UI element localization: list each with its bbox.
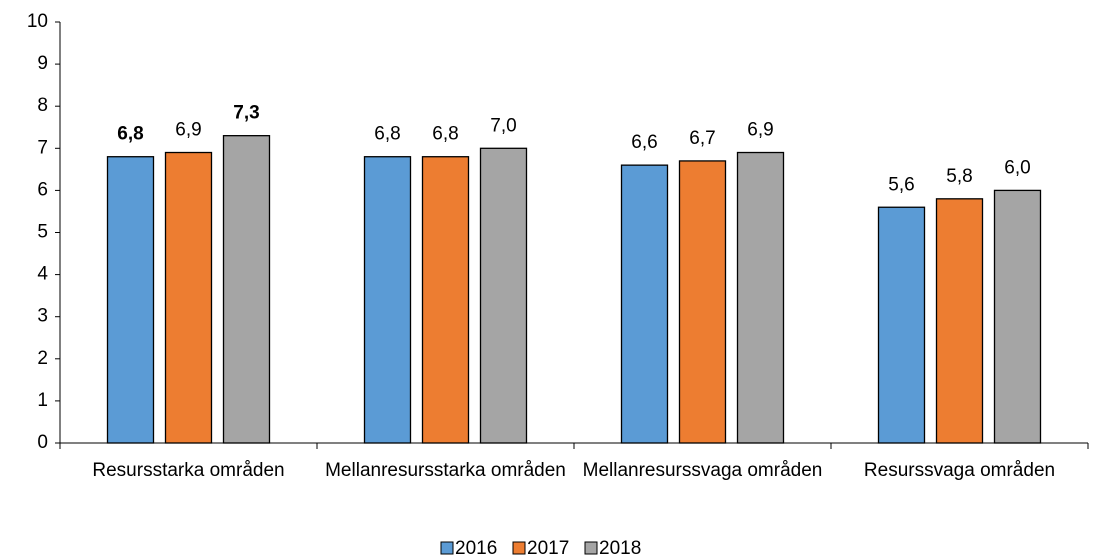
value-label: 6,8 xyxy=(374,124,400,145)
value-label: 5,6 xyxy=(888,174,914,195)
y-tick-label: 8 xyxy=(37,95,48,116)
value-label: 7,0 xyxy=(490,115,516,136)
bar xyxy=(479,147,528,444)
value-label: 6,0 xyxy=(1004,157,1030,178)
bar xyxy=(164,151,213,444)
y-tick-label: 5 xyxy=(37,222,48,243)
x-tick-label: Mellanresursstarka områden xyxy=(325,460,566,481)
legend-swatch xyxy=(584,541,598,555)
value-label: 5,8 xyxy=(946,166,972,187)
bar xyxy=(421,156,470,444)
x-tick-label: Mellanresurssvaga områden xyxy=(582,460,823,481)
value-label: 6,8 xyxy=(117,124,143,145)
legend-label: 2017 xyxy=(527,538,569,559)
bar xyxy=(993,189,1042,444)
value-label: 6,9 xyxy=(747,120,773,141)
value-label: 7,3 xyxy=(233,103,259,124)
bar xyxy=(620,164,669,444)
y-tick-label: 3 xyxy=(37,306,48,327)
bar xyxy=(678,160,727,444)
y-tick-label: 2 xyxy=(37,348,48,369)
y-tick-label: 4 xyxy=(37,264,48,285)
y-tick-label: 6 xyxy=(37,179,48,200)
y-tick-label: 1 xyxy=(37,390,48,411)
legend-label: 2018 xyxy=(599,538,641,559)
value-label: 6,6 xyxy=(631,132,657,153)
legend-swatch xyxy=(440,541,454,555)
value-label: 6,8 xyxy=(432,124,458,145)
value-label: 6,7 xyxy=(689,128,715,149)
x-tick-label: Resurssvaga områden xyxy=(863,460,1056,481)
bar xyxy=(736,151,785,444)
bar xyxy=(222,135,271,444)
x-tick-label: Resursstarka områden xyxy=(92,460,285,481)
y-tick-label: 9 xyxy=(37,53,48,74)
y-tick-label: 7 xyxy=(37,137,48,158)
bar xyxy=(877,206,926,444)
legend-label: 2016 xyxy=(455,538,497,559)
bar xyxy=(106,156,155,444)
y-tick-label: 10 xyxy=(27,11,48,32)
bar xyxy=(363,156,412,444)
bar xyxy=(935,198,984,444)
y-tick-label: 0 xyxy=(37,432,48,453)
value-label: 6,9 xyxy=(175,120,201,141)
legend-swatch xyxy=(512,541,526,555)
